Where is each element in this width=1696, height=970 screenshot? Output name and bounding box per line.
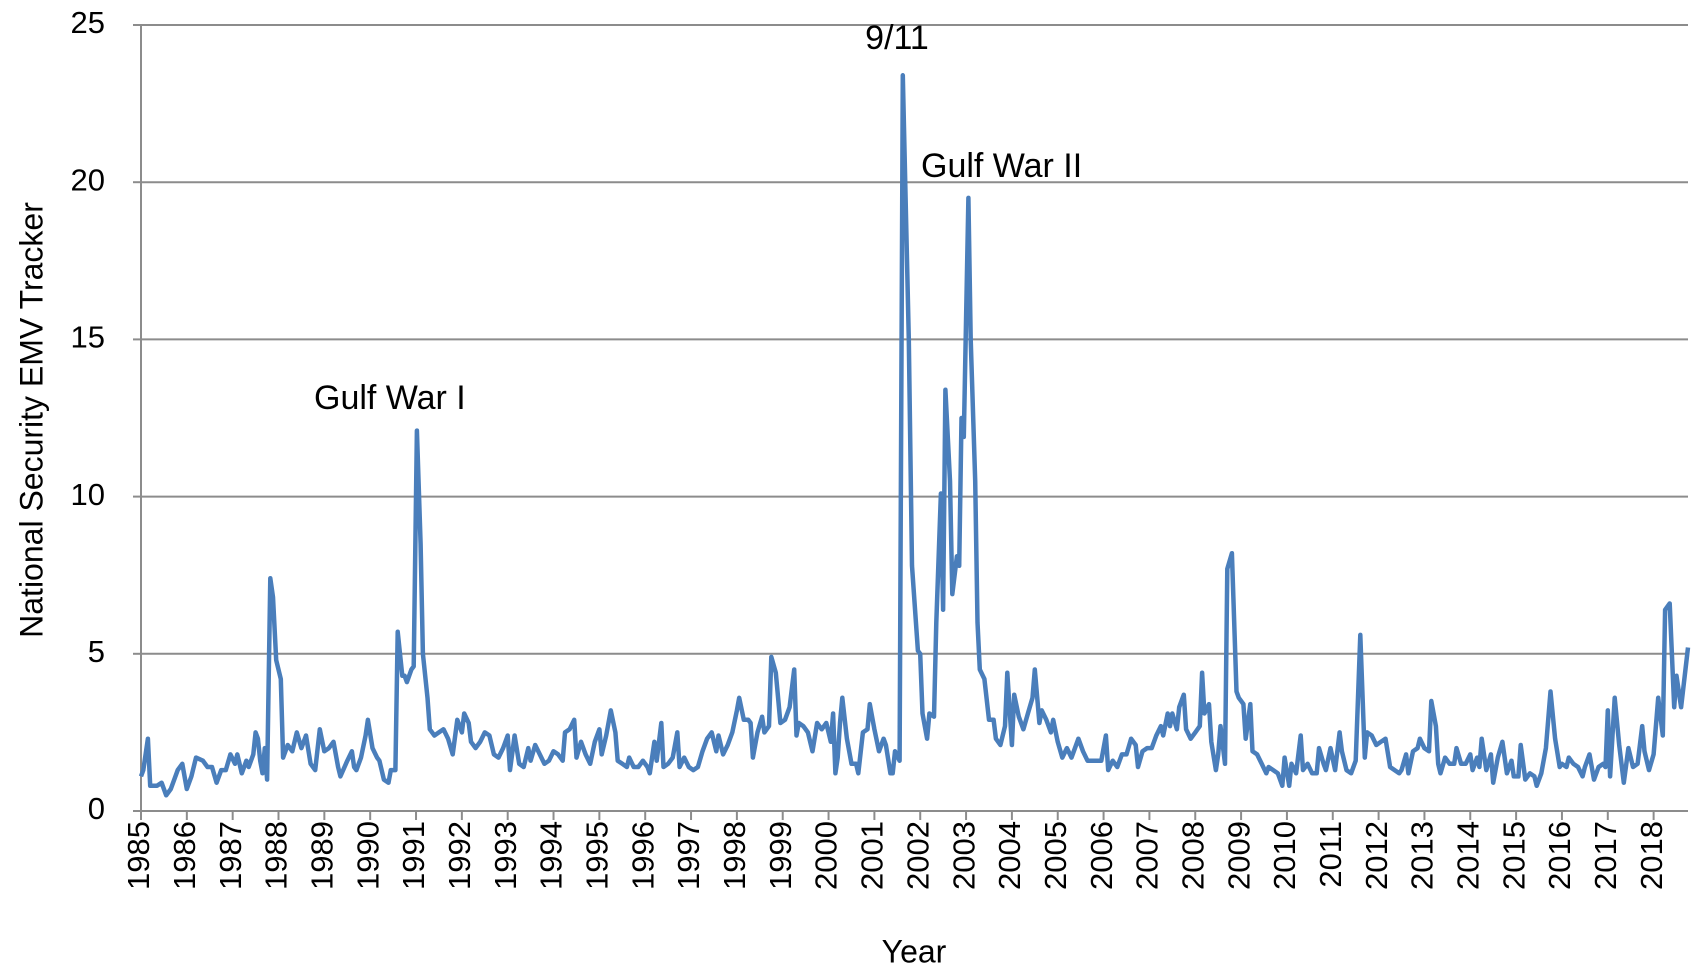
x-tick-label: 2004 <box>992 821 1027 890</box>
x-tick-label: 2002 <box>900 821 935 890</box>
x-tick-label: 1991 <box>396 821 431 890</box>
y-tick-label: 0 <box>88 791 105 826</box>
x-tick-label: 2012 <box>1359 821 1394 890</box>
x-tick-label: 2007 <box>1130 821 1165 890</box>
y-axis-label: National Security EMV Tracker <box>13 202 49 638</box>
x-axis-label: Year <box>882 933 947 969</box>
y-tick-label: 20 <box>71 162 105 197</box>
x-tick-label: 1986 <box>167 821 202 890</box>
x-tick-label: 2018 <box>1634 821 1669 890</box>
x-tick-label: 2010 <box>1267 821 1302 890</box>
data-line <box>138 73 1691 798</box>
x-tick-label: 2014 <box>1450 821 1485 890</box>
x-tick-label: 2006 <box>1084 821 1119 890</box>
x-tick-label: 2013 <box>1405 821 1440 890</box>
x-tick-label: 2011 <box>1313 821 1348 888</box>
x-tick-label: 2015 <box>1496 821 1531 890</box>
y-tick-label: 15 <box>71 320 105 355</box>
x-tick-label: 2016 <box>1542 821 1577 890</box>
x-tick-label: 1989 <box>305 821 340 890</box>
x-tick-label: 2003 <box>946 821 981 890</box>
x-tick-label: 1998 <box>717 821 752 890</box>
x-tick-label: 1996 <box>625 821 660 890</box>
x-tick-label: 1987 <box>213 821 248 890</box>
y-tick-label: 10 <box>71 477 105 512</box>
x-tick-label: 1988 <box>259 821 294 890</box>
x-tick-label: 2017 <box>1588 821 1623 890</box>
x-tick-label: 1995 <box>580 821 615 890</box>
x-tick-label: 1994 <box>534 821 569 890</box>
annotation: 9/11 <box>865 19 929 57</box>
x-tick-label: 2008 <box>1175 821 1210 890</box>
x-tick-label: 2009 <box>1221 821 1256 890</box>
x-tick-label: 1992 <box>442 821 477 890</box>
x-tick-label: 2005 <box>1038 821 1073 890</box>
x-tick-label: 1999 <box>763 821 798 890</box>
x-tick-label: 1993 <box>488 821 523 890</box>
annotation: Gulf War I <box>314 379 466 417</box>
y-tick-label: 5 <box>88 634 105 669</box>
x-tick-label: 2001 <box>855 821 890 890</box>
x-tick-label: 1997 <box>671 821 706 890</box>
x-tick-label: 1985 <box>121 821 156 890</box>
x-tick-label: 1990 <box>350 821 385 890</box>
y-tick-label: 25 <box>71 5 105 40</box>
annotation: Gulf War II <box>921 147 1082 185</box>
x-tick-label: 2000 <box>809 821 844 890</box>
